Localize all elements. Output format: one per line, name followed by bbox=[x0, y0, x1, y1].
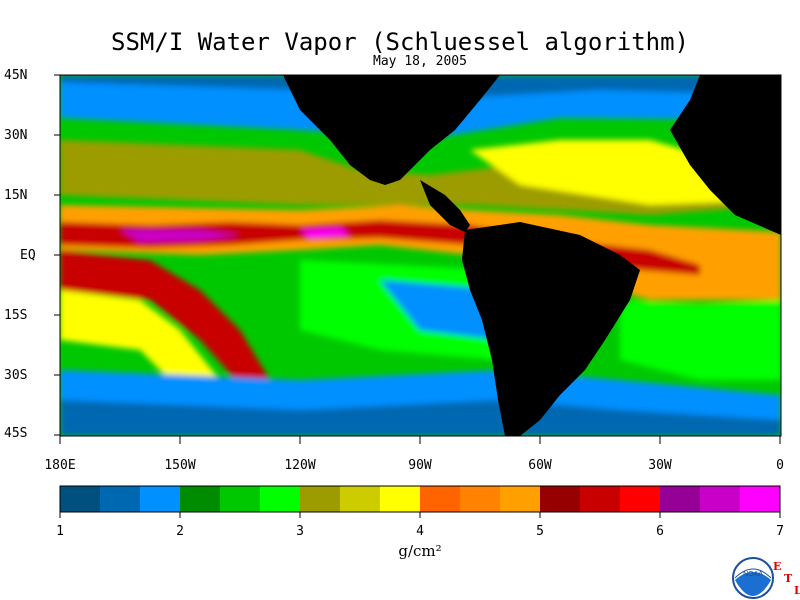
colorbar-swatch bbox=[180, 486, 221, 512]
lon-label-180e: 180E bbox=[44, 458, 76, 473]
land bbox=[283, 75, 781, 436]
colorbar-swatch bbox=[140, 486, 181, 512]
band-south-green bbox=[300, 260, 500, 360]
colorbar-swatch bbox=[660, 486, 701, 512]
band-spcz-red bbox=[60, 250, 270, 385]
colorbar-swatch bbox=[380, 486, 421, 512]
land-north-america bbox=[283, 75, 500, 185]
colorbar-swatch bbox=[100, 486, 141, 512]
logo-letter-l: L bbox=[794, 584, 800, 597]
colorbar-swatch bbox=[300, 486, 341, 512]
colorbar-label-6: 6 bbox=[656, 524, 664, 539]
colorbar-label-2: 2 bbox=[176, 524, 184, 539]
logo-letter-e: E bbox=[773, 560, 782, 573]
colorbar-label-3: 3 bbox=[296, 524, 304, 539]
map-field bbox=[60, 75, 781, 436]
colorbar-swatch bbox=[220, 486, 261, 512]
colorbar bbox=[59, 485, 781, 518]
colorbar-swatch bbox=[700, 486, 741, 512]
colorbar-swatch bbox=[620, 486, 661, 512]
lat-label-30s: 30S bbox=[4, 368, 28, 383]
lat-label-15n: 15N bbox=[4, 188, 28, 203]
colorbar-swatch bbox=[340, 486, 381, 512]
lon-label-0: 0 bbox=[776, 458, 784, 473]
colorbar-label-5: 5 bbox=[536, 524, 544, 539]
land-central-america bbox=[420, 180, 470, 232]
lat-label-15s: 15S bbox=[4, 308, 28, 323]
colorbar-label-1: 1 bbox=[56, 524, 64, 539]
logo-text: NOAA bbox=[743, 571, 763, 578]
colorbar-swatch bbox=[260, 486, 301, 512]
map-date: May 18, 2005 bbox=[373, 54, 467, 69]
map-title: SSM/I Water Vapor (Schluessel algorithm) bbox=[111, 28, 689, 56]
colorbar-swatch bbox=[740, 486, 781, 512]
band-spcz-yellow bbox=[60, 290, 220, 390]
colorbar-swatch bbox=[460, 486, 501, 512]
colorbar-swatch bbox=[540, 486, 581, 512]
land-south-america bbox=[462, 222, 640, 436]
land-africa bbox=[670, 75, 781, 235]
lon-label-90w: 90W bbox=[408, 458, 432, 473]
colorbar-swatch bbox=[420, 486, 461, 512]
band-itcz-magenta bbox=[120, 230, 240, 242]
band-itcz-magenta2 bbox=[300, 228, 350, 238]
lat-label-45s: 45S bbox=[4, 426, 28, 441]
lon-label-30w: 30W bbox=[648, 458, 672, 473]
colorbar-units: g/cm² bbox=[398, 542, 442, 560]
lon-label-150w: 150W bbox=[164, 458, 196, 473]
lon-label-120w: 120W bbox=[284, 458, 316, 473]
noaa-logo-icon: NOAA bbox=[732, 557, 774, 599]
lat-label-30n: 30N bbox=[4, 128, 28, 143]
colorbar-label-7: 7 bbox=[776, 524, 784, 539]
colorbar-swatch bbox=[500, 486, 541, 512]
colorbar-swatch bbox=[580, 486, 621, 512]
lat-label-45n: 45N bbox=[4, 68, 28, 83]
colorbar-label-4: 4 bbox=[416, 524, 424, 539]
axis-ticks bbox=[54, 74, 781, 444]
lat-label-eq: EQ bbox=[20, 248, 36, 263]
colorbar-swatch bbox=[60, 486, 101, 512]
logo-letter-t: T bbox=[784, 572, 793, 585]
band-east-pacific-dry bbox=[380, 280, 500, 340]
lon-label-60w: 60W bbox=[528, 458, 552, 473]
band-south-very-dry bbox=[60, 400, 781, 436]
band-south-atlantic-green bbox=[620, 300, 781, 380]
